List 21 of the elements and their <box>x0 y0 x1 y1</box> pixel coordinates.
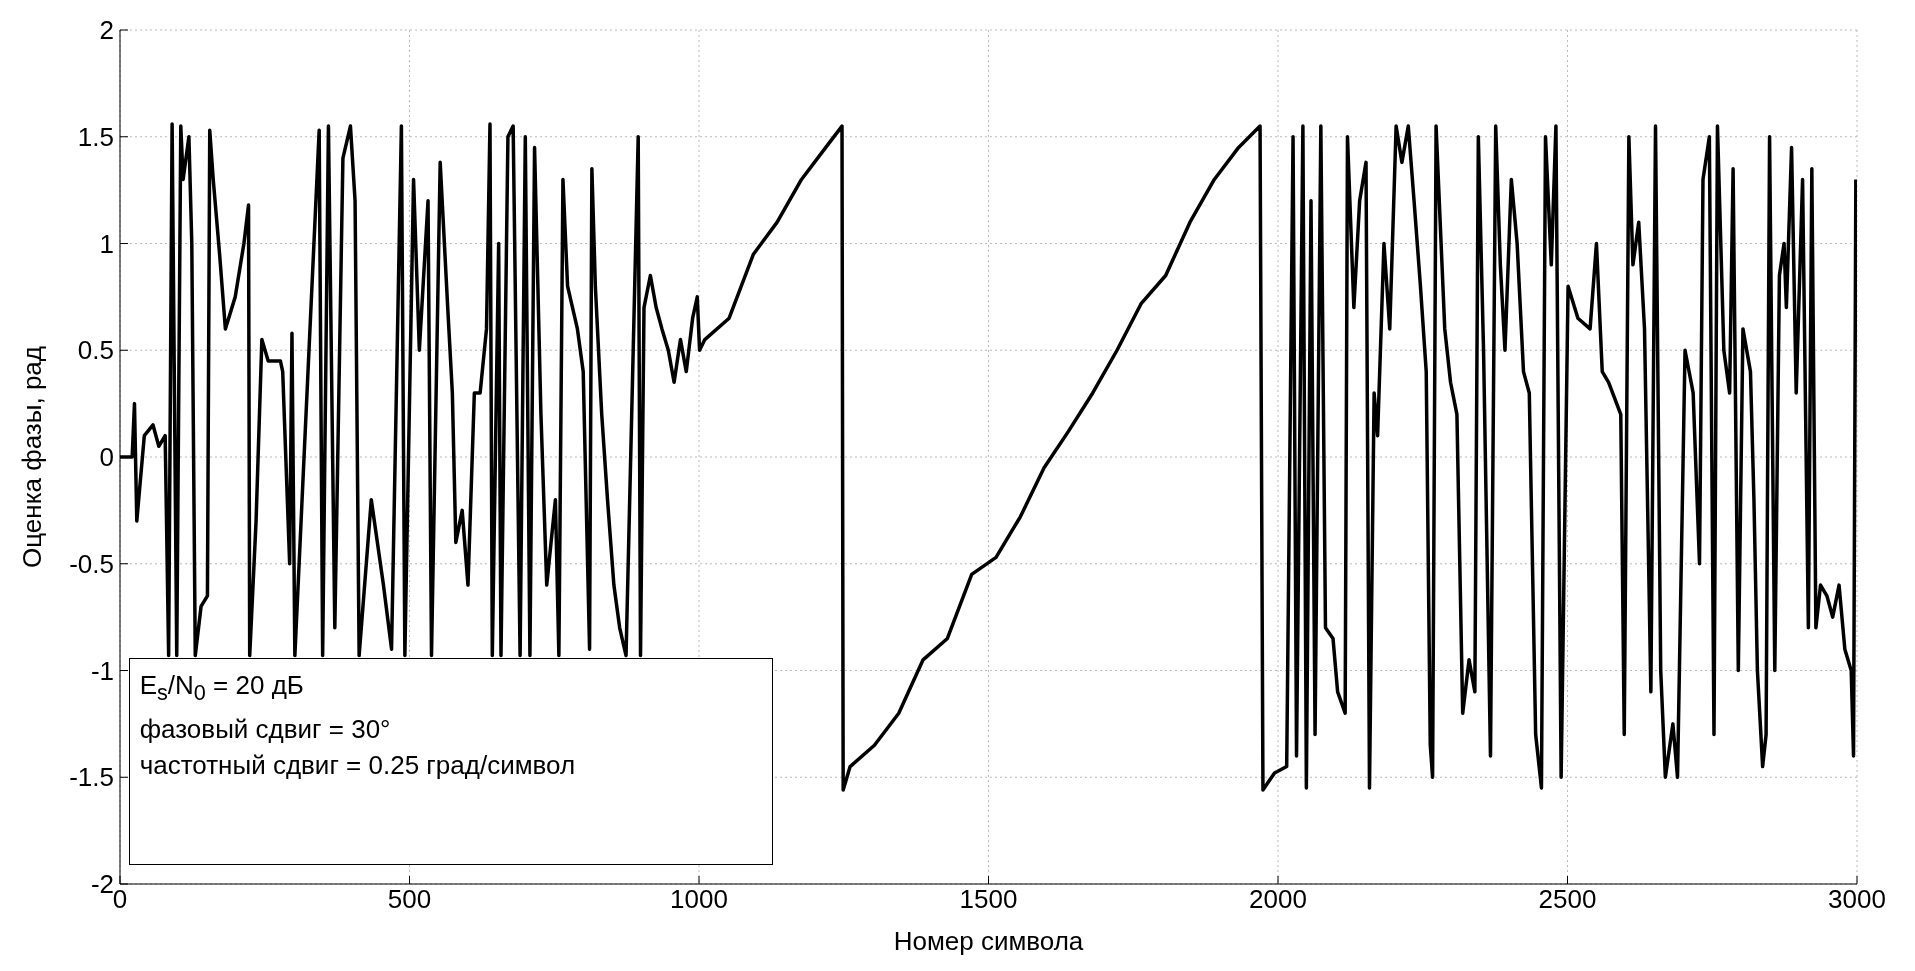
x-tick-label: 1000 <box>670 884 728 915</box>
y-tick-label: 1.5 <box>77 121 114 152</box>
y-tick-label: 2 <box>99 15 114 46</box>
annotation: фазовый сдвиг = 30° <box>139 712 392 746</box>
y-tick-label: 0 <box>99 442 114 473</box>
annotation-box: E$_{s}$/N$_{0}$ = 20 дБ фазовый сдвиг = 30° частотный сдвиг = 0.25 град/символ <box>128 657 773 865</box>
y-tick-label: -0.5 <box>69 548 114 579</box>
x-tick-label: 2000 <box>1249 884 1307 915</box>
y-axis-title: Оценка фазы, рад <box>17 346 48 568</box>
y-tick-label: 1 <box>99 228 114 259</box>
y-tick-label: 0.5 <box>77 335 114 366</box>
x-axis-title: Номер символа <box>893 926 1084 956</box>
annotation: частотный сдвиг = 0.25 град/символ <box>139 748 577 782</box>
x-tick-label: 2500 <box>1538 884 1597 915</box>
y-tick-label: -1.5 <box>69 762 114 793</box>
y-tick-label: -2 <box>90 869 114 900</box>
x-tick-label: 500 <box>387 884 432 915</box>
annotation: E$_{s}$/N$_{0}$ = 20 дБ <box>139 668 305 707</box>
x-tick-label: 3000 <box>1828 884 1886 915</box>
y-tick-label: -1 <box>90 655 114 686</box>
x-tick-label: 1500 <box>959 884 1018 915</box>
